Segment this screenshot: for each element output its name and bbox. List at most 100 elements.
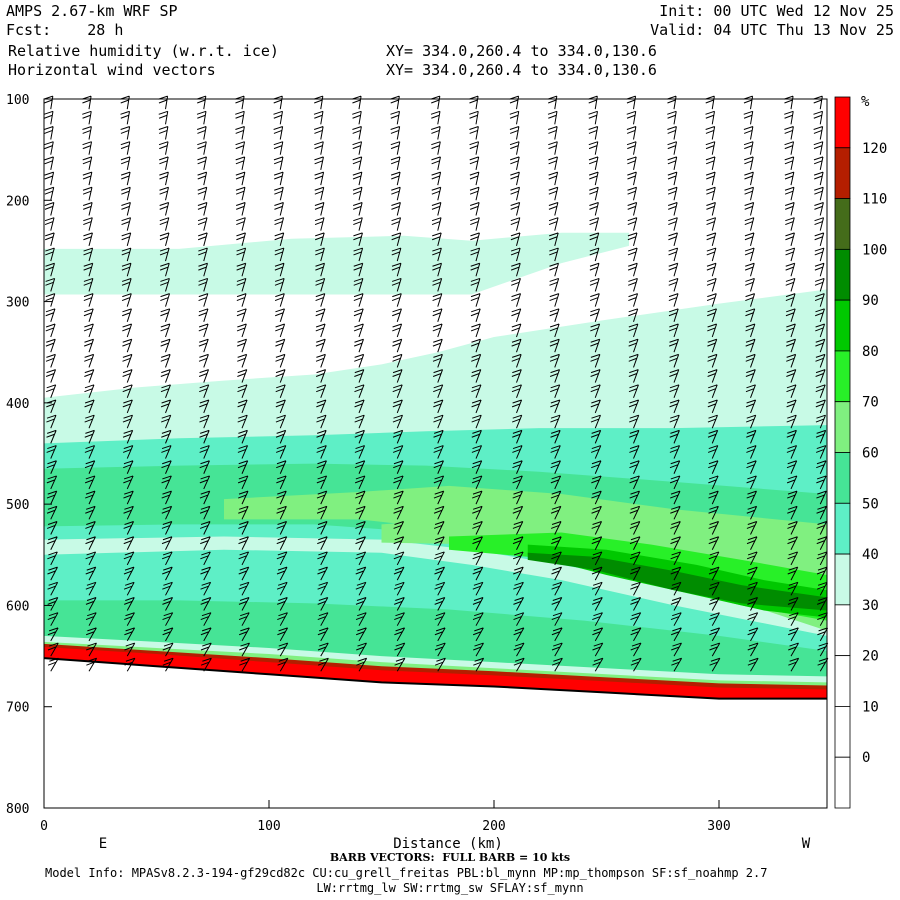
wind-barb [354,475,366,490]
model-info-2: LW:rrtmg_lw SW:rrtmg_sw SFLAY:sf_mynn [316,881,584,895]
wind-barb [471,399,482,414]
wind-barb [708,581,720,596]
wind-barb [275,308,285,322]
wind-barb [238,627,250,642]
wind-barb [744,247,755,262]
wind-barb [433,429,444,444]
wind-barb [393,581,405,596]
wind-barb [590,429,602,444]
wind-barb [46,445,57,459]
wind-barb [815,338,826,353]
wind-barb [239,642,250,657]
wind-barb [549,277,560,292]
wind-barb [355,581,367,596]
wind-barb [592,597,603,611]
wind-barb [510,247,521,262]
wind-barb [708,475,719,490]
wind-barb [392,384,403,398]
wind-barb [786,475,798,490]
wind-barb [431,232,442,246]
wind-barb [274,186,284,201]
wind-barb [44,171,55,186]
wind-barb [786,384,797,398]
wind-barb [121,232,132,246]
wind-barb [200,581,212,596]
wind-barb [160,293,171,307]
wind-barb [627,186,637,201]
wind-barb [549,353,560,368]
wind-barb [354,353,365,368]
wind-barb [47,597,59,611]
wind-barb [510,202,521,216]
wind-barb [46,429,57,444]
wind-barb [235,186,246,201]
wind-barb [162,581,173,596]
wind-barb [513,612,525,626]
wind-barb [44,217,55,231]
wind-barb [591,581,603,596]
wind-barb [433,521,445,535]
wind-barb [473,657,485,672]
wind-barb [590,369,601,383]
colorbar-unit: % [861,94,870,110]
wind-barb [509,110,520,125]
wind-barb [200,642,212,657]
wind-barb [44,141,54,155]
wind-barb [237,384,248,398]
wind-barb [626,110,637,125]
wind-barb [470,293,481,307]
wind-barb [120,171,131,186]
wind-barb [813,110,823,125]
wind-barb [668,323,679,338]
wind-barb [670,612,682,626]
wind-barb [433,475,445,490]
wind-barb [670,597,682,611]
wind-barb [85,597,97,611]
wind-barb [120,156,131,171]
wind-barb [85,505,96,520]
wind-barb [592,627,604,642]
wind-barb [747,642,759,657]
colorbar: 0 10 20 30 40 50 60 70 80 90 100 110 120 [834,96,887,809]
wind-barb [548,171,559,186]
wind-barb [160,399,172,414]
wind-barb [275,445,287,459]
wind-column-11 [468,95,485,672]
wind-barb [815,308,825,322]
wind-barb [238,551,250,566]
wind-barb [315,369,327,383]
wind-barb [548,156,558,171]
wind-barb [472,627,484,642]
wind-barb [123,551,135,566]
wind-barb [746,490,757,505]
colorbar-label: 120 [862,141,887,157]
wind-barb [235,126,245,140]
wind-barb [669,414,680,429]
wind-barb [471,429,482,444]
valid-time: Valid: 04 UTC Thu 13 Nov 25 [650,21,894,39]
wind-barb [745,338,756,353]
wind-barb [628,323,639,338]
wind-barb [588,110,598,125]
wind-barb [670,536,681,550]
wind-barb [83,293,94,307]
wind-barb [352,110,362,125]
wind-barb [43,126,54,140]
wind-barb [630,566,641,581]
wind-barb [590,399,601,414]
wind-barb [85,521,96,535]
wind-barb [85,612,97,626]
wind-barb [743,110,754,125]
colorbar-swatch [834,756,851,809]
x-end-east: E [99,836,107,852]
wind-barb [199,521,211,535]
wind-barb [45,277,56,292]
wind-barb [628,308,639,322]
wind-barb [234,95,245,110]
wind-barb [275,384,286,398]
wind-barb [744,232,755,246]
xy-range-2: XY= 334.0,260.4 to 334.0,130.6 [386,61,657,79]
colorbar-swatch [834,502,851,555]
wind-barb [161,521,173,535]
wind-barb [85,566,97,581]
